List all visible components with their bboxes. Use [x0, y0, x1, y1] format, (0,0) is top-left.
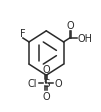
Text: S: S [43, 78, 50, 88]
Text: O: O [66, 21, 74, 31]
Text: Cl: Cl [27, 78, 37, 88]
Text: O: O [55, 78, 62, 88]
Text: O: O [43, 64, 50, 74]
Text: F: F [20, 28, 26, 38]
Text: O: O [43, 92, 50, 102]
Text: OH: OH [78, 34, 93, 44]
